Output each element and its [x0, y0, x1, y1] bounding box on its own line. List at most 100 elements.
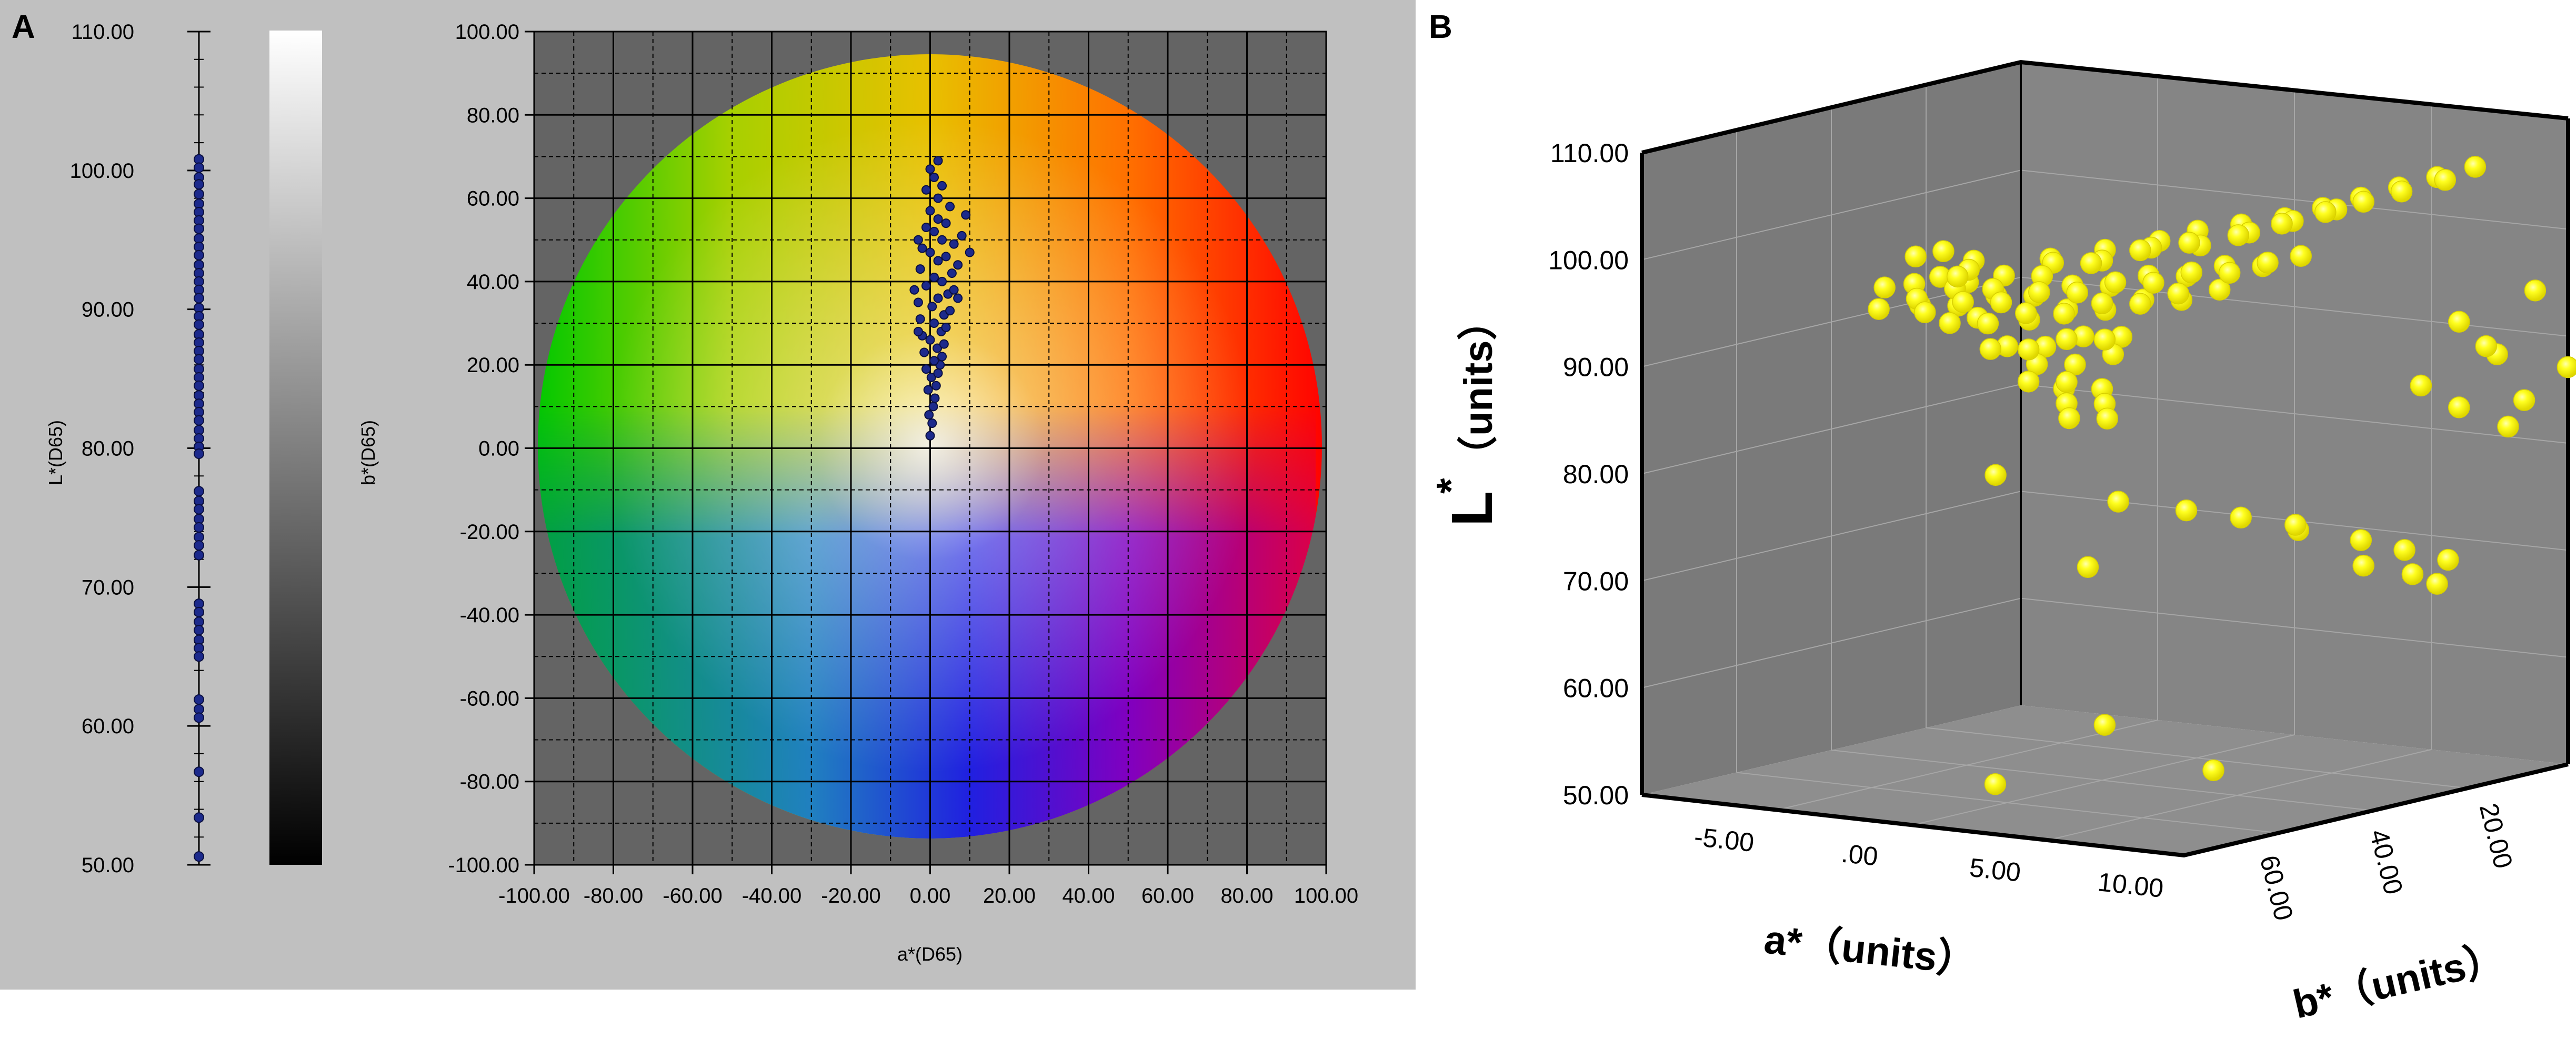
- sample-point-3d: [2053, 303, 2075, 325]
- sample-point-3d: [2410, 374, 2432, 397]
- sample-point-3d: [1914, 301, 1936, 323]
- l-sample-point: [194, 606, 204, 617]
- ab-sample-point: [913, 326, 923, 336]
- ab-sample-point: [941, 218, 951, 228]
- l-sample-point: [194, 354, 204, 365]
- sample-point-3d: [2129, 239, 2151, 262]
- ab-sample-point: [927, 418, 937, 428]
- ab-sample-point: [930, 393, 940, 403]
- sample-point-3d: [2437, 548, 2459, 571]
- ab-sample-point: [961, 210, 971, 220]
- sample-point-3d: [2091, 292, 2113, 315]
- sample-point-3d: [1946, 265, 1969, 288]
- sample-point-3d: [2448, 311, 2470, 333]
- sample-point-3d: [1977, 312, 1999, 335]
- ab-sample-point: [965, 247, 975, 257]
- sample-point-3d: [2093, 328, 2116, 351]
- ab-sample-point: [925, 335, 935, 345]
- sample-point-3d: [2513, 389, 2535, 411]
- l-sample-point: [194, 712, 204, 723]
- l-sample-point: [194, 179, 204, 190]
- ab-sample-point: [925, 431, 935, 441]
- l-sample-point: [194, 319, 204, 330]
- sample-point-3d: [1984, 773, 2007, 795]
- b-gradient-label: b*(D65): [357, 420, 379, 485]
- ab-sample-point: [925, 164, 935, 174]
- ab-sample-point: [929, 173, 939, 183]
- ab-sample-point: [913, 297, 923, 307]
- sample-point-3d: [2077, 556, 2099, 578]
- ab-y-tick-label: -40.00: [460, 604, 519, 627]
- ab-samples: [909, 156, 975, 441]
- l-sample-point: [194, 504, 204, 515]
- sample-point-3d: [1984, 464, 2007, 486]
- l-sample-point: [194, 812, 204, 823]
- l-tick-label: 60.00: [1563, 674, 1629, 703]
- ab-sample-point: [933, 193, 943, 203]
- l-label-units: （units）: [1456, 300, 1501, 476]
- sample-point-3d: [2093, 714, 2116, 736]
- sample-point-3d: [2017, 371, 2040, 393]
- sample-point-3d: [2015, 302, 2037, 324]
- l-tick-label: 70.00: [1563, 566, 1629, 596]
- sample-point-3d: [2175, 499, 2198, 522]
- ab-sample-point: [921, 223, 931, 233]
- l-sample-point: [194, 625, 204, 636]
- ab-sample-point: [921, 281, 931, 291]
- ab-sample-point: [925, 206, 935, 216]
- l-sample-point: [194, 550, 204, 561]
- ab-sample-point: [933, 368, 943, 378]
- l-tick-label: 90.00: [82, 298, 134, 322]
- ab-sample-point: [937, 235, 947, 245]
- ab-sample-point: [949, 285, 959, 295]
- sample-point-3d: [1952, 291, 1974, 313]
- ab-x-tick-label: 60.00: [1141, 884, 1194, 907]
- ab-sample-point: [921, 185, 931, 195]
- ab-y-tick-label: 20.00: [467, 354, 519, 377]
- sample-point-3d: [1939, 312, 1961, 334]
- sample-point-3d: [2227, 224, 2249, 246]
- sample-point-3d: [2426, 573, 2448, 595]
- ab-sample-point: [933, 343, 943, 353]
- b-tick-label: 60.00: [2254, 852, 2299, 923]
- ab-sample-point: [933, 156, 943, 166]
- ab-sample-point: [917, 243, 927, 253]
- l-tick-label: 110.00: [72, 21, 134, 44]
- ab-sample-point: [953, 260, 963, 270]
- cube-gridlines: [1641, 74, 2569, 840]
- ab-x-tick-label: -40.00: [742, 884, 801, 907]
- ab-x-tick-label: 80.00: [1220, 884, 1273, 907]
- l-sample-point: [194, 293, 204, 304]
- ab-sample-point: [929, 318, 939, 328]
- b-tick-label: 40.00: [2364, 826, 2409, 897]
- ab-sample-point: [941, 252, 951, 262]
- sample-point-3d: [1868, 298, 1890, 320]
- l-sample-point: [194, 188, 204, 199]
- ab-sample-point: [915, 314, 925, 324]
- ab-y-tick-label: 80.00: [467, 104, 519, 127]
- ab-sample-point: [941, 322, 951, 332]
- l-sample-point: [194, 415, 204, 426]
- ab-sample-point: [939, 339, 949, 349]
- ab-x-tick-label: -60.00: [663, 884, 722, 907]
- ab-sample-point: [915, 264, 925, 274]
- cube-grid-line: [1778, 720, 2158, 810]
- ab-sample-point: [929, 226, 939, 236]
- ab-y-ticks: 100.00 80.00 60.00 40.00 20.00 0.00 -20.00 -40.…: [448, 21, 534, 877]
- sample-point-3d: [2257, 252, 2279, 274]
- lightness-axis-label: L*(D65): [45, 420, 66, 485]
- ab-sample-point: [933, 293, 943, 303]
- ab-sample-point: [924, 410, 934, 420]
- l-sample-point: [194, 694, 204, 705]
- l-axis-label: L * （units）: [1429, 300, 1505, 526]
- ab-sample-point: [949, 239, 959, 249]
- ab-y-tick-label: -100.00: [448, 854, 519, 877]
- l-sample-point: [194, 851, 204, 862]
- 3d-samples: [1868, 156, 2576, 795]
- panel-b-letter: B: [1429, 9, 1452, 45]
- sample-point-3d: [2230, 506, 2252, 529]
- ab-x-tick-label: 20.00: [983, 884, 1036, 907]
- l-sample-point: [194, 522, 204, 533]
- sample-point-3d: [2028, 281, 2050, 303]
- sample-point-3d: [2180, 261, 2203, 284]
